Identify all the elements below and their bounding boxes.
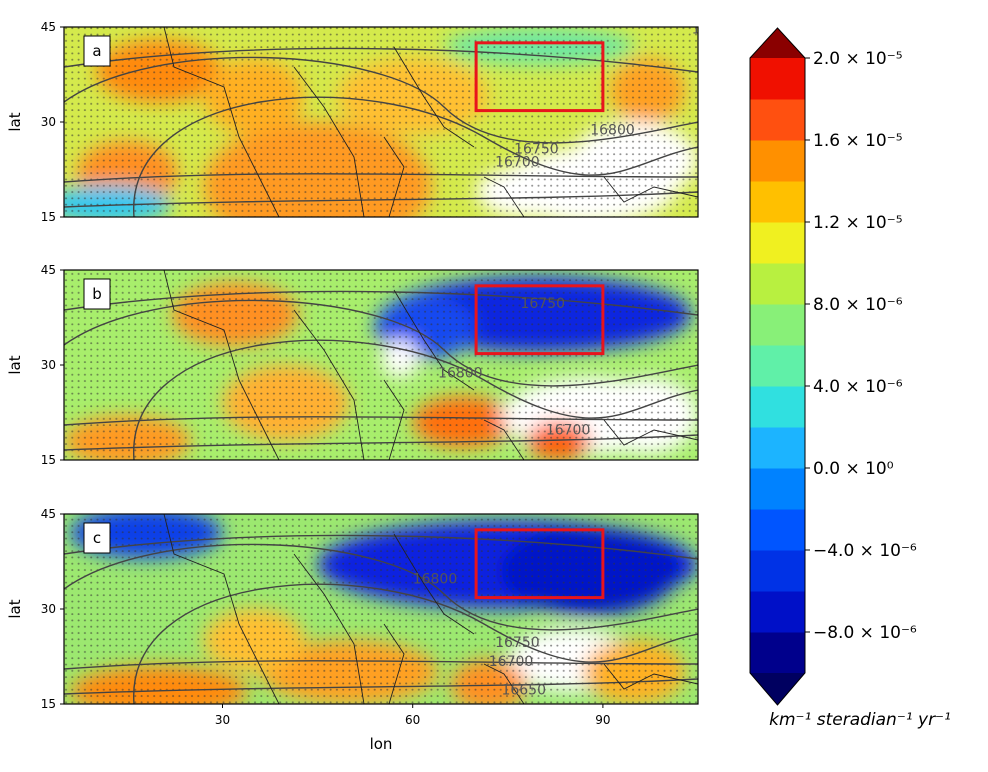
contour-line xyxy=(64,534,698,560)
colorbar-tick-label: 2.0 × 10⁻⁵ xyxy=(813,49,903,69)
contour-line xyxy=(64,290,698,316)
y-tick-label: 30 xyxy=(41,115,56,129)
colorbar-over xyxy=(750,28,805,58)
colorbar-tick-label: −4.0 × 10⁻⁶ xyxy=(813,541,917,561)
y-tick-label: 45 xyxy=(41,507,56,521)
colorbar-level xyxy=(750,550,805,592)
panel-label: c xyxy=(93,529,101,547)
contour-line xyxy=(64,47,698,73)
region-box xyxy=(474,528,605,600)
contour-label: 16650 xyxy=(501,683,546,699)
y-axis-label: lat xyxy=(6,355,24,374)
contour-label: 16800 xyxy=(413,572,458,588)
x-tick-label: 60 xyxy=(405,713,420,727)
colorbar-tick-label: 1.2 × 10⁻⁵ xyxy=(813,213,903,233)
y-axis-label: lat xyxy=(6,112,24,131)
colorbar-level xyxy=(750,58,805,100)
contour-line xyxy=(133,96,698,217)
stipple xyxy=(64,27,698,217)
colorbar-level xyxy=(750,140,805,182)
colorbar-level xyxy=(750,632,805,674)
contour-line xyxy=(64,173,698,183)
panel-label-box xyxy=(83,278,111,310)
colorbar-under xyxy=(750,673,805,705)
colorbar-tick-label: 4.0 × 10⁻⁶ xyxy=(813,377,903,397)
coastline xyxy=(163,270,698,460)
y-tick-label: 15 xyxy=(41,453,56,467)
x-tick-label: 90 xyxy=(595,713,610,727)
contour-label: 16800 xyxy=(438,366,483,382)
contour-line xyxy=(64,660,698,670)
panel-label: a xyxy=(92,42,101,60)
contour-label: 16750 xyxy=(514,142,559,158)
y-axis-label: lat xyxy=(6,599,24,618)
panel-label-box xyxy=(83,35,111,67)
contour-label: 16800 xyxy=(590,123,635,139)
contour-label: 16700 xyxy=(489,654,534,670)
y-tick-label: 30 xyxy=(41,358,56,372)
colorbar-level xyxy=(750,222,805,264)
colorbar-level xyxy=(750,386,805,428)
y-tick-label: 30 xyxy=(41,602,56,616)
colorbar-label: km⁻¹ steradian⁻¹ yr⁻¹ xyxy=(769,710,951,730)
contour-line xyxy=(64,543,698,631)
y-tick-label: 15 xyxy=(41,210,56,224)
y-tick-label: 45 xyxy=(41,20,56,34)
colorbar-tick-label: 0.0 × 10⁰ xyxy=(813,459,894,479)
coastline xyxy=(163,514,698,704)
colorbar-level xyxy=(750,591,805,633)
x-axis-label: lon xyxy=(370,735,393,753)
panel-label: b xyxy=(92,285,102,303)
colorbar-level xyxy=(750,468,805,510)
colorbar-tick-label: −8.0 × 10⁻⁶ xyxy=(813,623,917,643)
contour-line xyxy=(64,56,698,144)
stipple xyxy=(64,270,698,460)
contour-label: 16700 xyxy=(546,423,591,439)
stipple xyxy=(64,514,698,704)
contour-label: 166 xyxy=(692,21,719,37)
region-box xyxy=(474,284,605,356)
region-box xyxy=(474,41,605,113)
contour-line xyxy=(64,299,698,387)
colorbar-tick-label: 8.0 × 10⁻⁶ xyxy=(813,295,903,315)
contour-label: 16750 xyxy=(520,296,565,312)
colorbar-outline xyxy=(749,27,806,706)
coastline xyxy=(163,27,698,217)
colorbar-level xyxy=(750,99,805,141)
colorbar-level xyxy=(750,509,805,551)
contour-line xyxy=(133,583,698,704)
x-tick-label: 30 xyxy=(215,713,230,727)
colorbar-level xyxy=(750,181,805,223)
colorbar-level xyxy=(750,345,805,387)
contour-label: 16750 xyxy=(495,635,540,651)
contour-line xyxy=(64,416,698,426)
colorbar-tick-label: 1.6 × 10⁻⁵ xyxy=(813,131,903,151)
y-tick-label: 15 xyxy=(41,697,56,711)
contour-line xyxy=(133,339,698,460)
colorbar-level xyxy=(750,304,805,346)
colorbar-level xyxy=(750,263,805,305)
panel-label-box xyxy=(83,522,111,554)
map-panel: 16800 16750 16700 16650 xyxy=(64,514,698,704)
y-tick-label: 45 xyxy=(41,263,56,277)
map-panel: 16750 16800 16700 xyxy=(64,270,698,460)
colorbar-level xyxy=(750,427,805,469)
contour-label: 16700 xyxy=(495,154,540,170)
